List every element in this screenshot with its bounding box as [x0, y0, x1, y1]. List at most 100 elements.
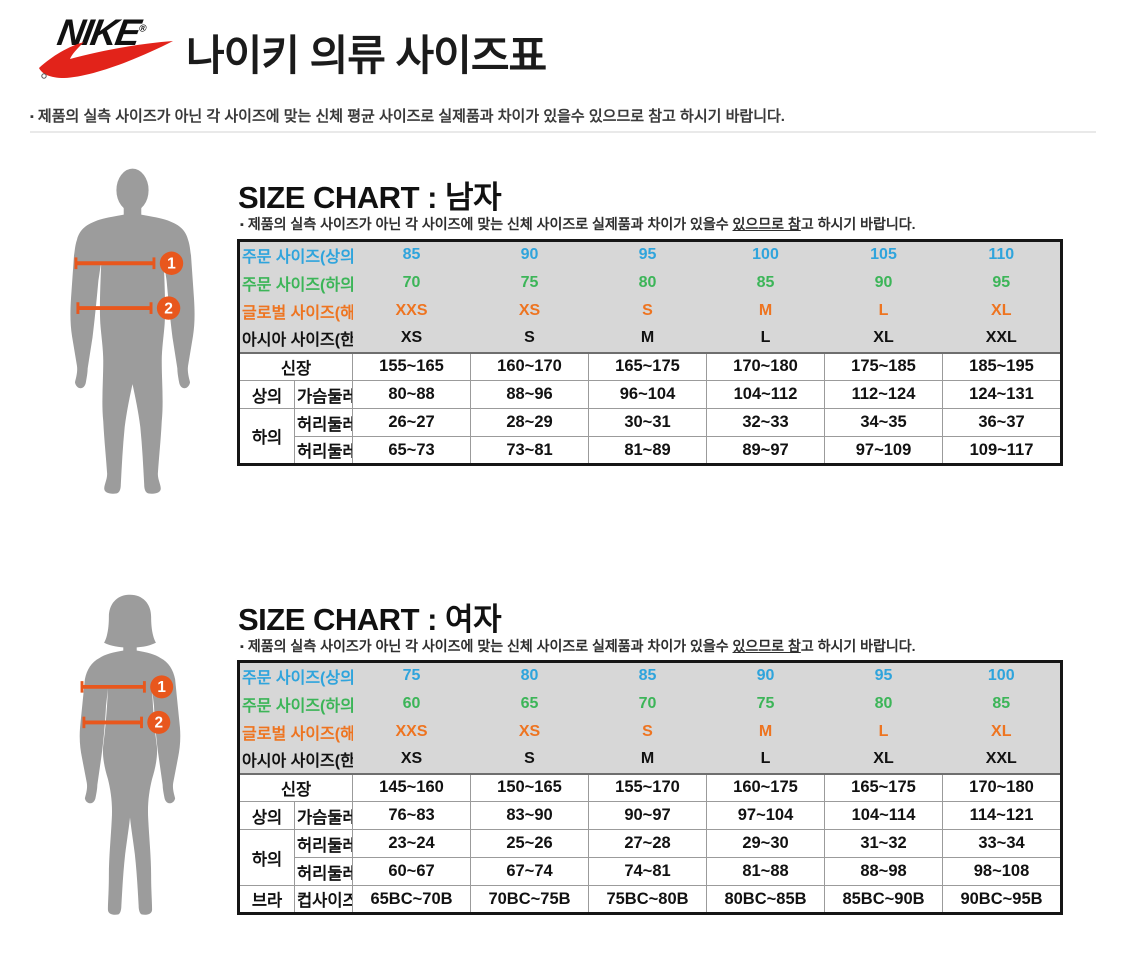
size-value: M — [588, 745, 707, 774]
measurement-value: 104~112 — [706, 380, 825, 409]
measurement-row: 상의 가슴둘레 80~88 88~96 96~104 104~112 112~124 124~… — [238, 380, 1062, 409]
size-value: XXS — [352, 717, 471, 746]
measurement-value: 114~121 — [942, 801, 1062, 830]
waist-measure-line — [82, 716, 143, 729]
size-value: L — [824, 717, 943, 746]
measurement-value: 27~28 — [588, 829, 707, 858]
order-size-row: 주문 사이즈(상의) 75 80 85 90 95 100 — [238, 661, 1062, 690]
row-label: 주문 사이즈(상의) — [238, 661, 353, 690]
measurement-value: 97~109 — [824, 436, 943, 465]
size-value: XXL — [942, 745, 1062, 774]
measurement-value: 165~175 — [824, 772, 943, 802]
measurement-value: 160~175 — [706, 772, 825, 802]
measurement-value: 34~35 — [824, 408, 943, 437]
size-value: 65 — [470, 689, 589, 718]
size-value: XL — [824, 324, 943, 353]
svg-text:1: 1 — [157, 679, 166, 696]
measurement-value: 88~96 — [470, 380, 589, 409]
size-value: XS — [352, 324, 471, 353]
women-section-note: ▪ 제품의 실측 사이즈가 아닌 각 사이즈에 맞는 신체 사이즈로 실제품과 차… — [240, 638, 916, 654]
size-value: 100 — [706, 240, 825, 269]
size-value: M — [588, 324, 707, 353]
measurement-value: 98~108 — [942, 857, 1062, 886]
size-value: XS — [470, 296, 589, 325]
size-value: 85 — [706, 268, 825, 297]
size-value: 90 — [470, 240, 589, 269]
size-value: S — [588, 717, 707, 746]
measurement-value: 30~31 — [588, 408, 707, 437]
size-value: M — [706, 717, 825, 746]
size-value: 75 — [706, 689, 825, 718]
size-value: 80 — [824, 689, 943, 718]
row-label: 신장 — [238, 772, 353, 802]
size-value: 100 — [942, 661, 1062, 690]
measurement-value: 74~81 — [588, 857, 707, 886]
size-value: 85 — [352, 240, 471, 269]
size-value: L — [706, 745, 825, 774]
size-value: 110 — [942, 240, 1062, 269]
size-value: 90 — [824, 268, 943, 297]
size-value: L — [706, 324, 825, 353]
measurement-value: 150~165 — [470, 772, 589, 802]
measurement-value: 89~97 — [706, 436, 825, 465]
measurement-value: 97~104 — [706, 801, 825, 830]
size-value: 95 — [824, 661, 943, 690]
measure-badge-1 — [159, 251, 184, 275]
measurement-value: 76~83 — [352, 801, 471, 830]
measurement-value: 155~170 — [588, 772, 707, 802]
size-value: 85 — [942, 689, 1062, 718]
measurement-value: 28~29 — [470, 408, 589, 437]
measurement-value: 80~88 — [352, 380, 471, 409]
measurement-value: 109~117 — [942, 436, 1062, 465]
measurement-value: 75BC~80B — [588, 885, 707, 914]
waist-measure-line — [76, 302, 153, 314]
row-label: 아시아 사이즈(한국) — [238, 745, 353, 774]
size-value: M — [706, 296, 825, 325]
group-label: 브라 — [238, 885, 295, 914]
measurement-value: 165~175 — [588, 351, 707, 381]
measurement-value: 31~32 — [824, 829, 943, 858]
measurement-value: 73~81 — [470, 436, 589, 465]
bullet-icon: ▪ — [240, 641, 244, 653]
measurement-value: 26~27 — [352, 408, 471, 437]
measure-badge-2 — [147, 710, 171, 734]
row-label: 주문 사이즈(하의) — [238, 689, 353, 718]
size-value: 105 — [824, 240, 943, 269]
measure-badge-1 — [150, 675, 174, 699]
measurement-value: 33~34 — [942, 829, 1062, 858]
measurement-value: 83~90 — [470, 801, 589, 830]
measurement-value: 70BC~75B — [470, 885, 589, 914]
size-value: 60 — [352, 689, 471, 718]
measurement-value: 80BC~85B — [706, 885, 825, 914]
size-value: S — [470, 745, 589, 774]
measurement-row: 허리둘레 60~67 67~74 74~81 81~88 88~98 98~108 — [239, 857, 1062, 886]
svg-text:2: 2 — [164, 300, 173, 317]
measurement-value: 65~73 — [352, 436, 471, 465]
measurement-value: 81~89 — [588, 436, 707, 465]
row-label: 허리둘레 — [294, 829, 353, 858]
bullet-icon: ▪ — [240, 219, 244, 231]
size-value: S — [470, 324, 589, 353]
measurement-value: 90BC~95B — [942, 885, 1062, 914]
measurement-value: 65BC~70B — [352, 885, 471, 914]
measurement-value: 112~124 — [824, 380, 943, 409]
group-label: 상의 — [238, 801, 295, 830]
row-label: 허리둘레 — [294, 857, 353, 886]
bullet-icon: ▪ — [30, 111, 34, 123]
size-value: L — [824, 296, 943, 325]
measurement-value: 32~33 — [706, 408, 825, 437]
group-label: 상의 — [238, 380, 295, 409]
size-value: 80 — [588, 268, 707, 297]
measurement-value: 96~104 — [588, 380, 707, 409]
nike-logo: NIKE® — [36, 10, 186, 84]
row-label: 허리둘레 — [294, 408, 353, 437]
measurement-value: 23~24 — [352, 829, 471, 858]
chest-measure-line — [74, 257, 156, 270]
row-label: 허리둘레 — [294, 436, 353, 465]
female-silhouette: 1 2 — [79, 594, 181, 915]
measurement-value: 81~88 — [706, 857, 825, 886]
